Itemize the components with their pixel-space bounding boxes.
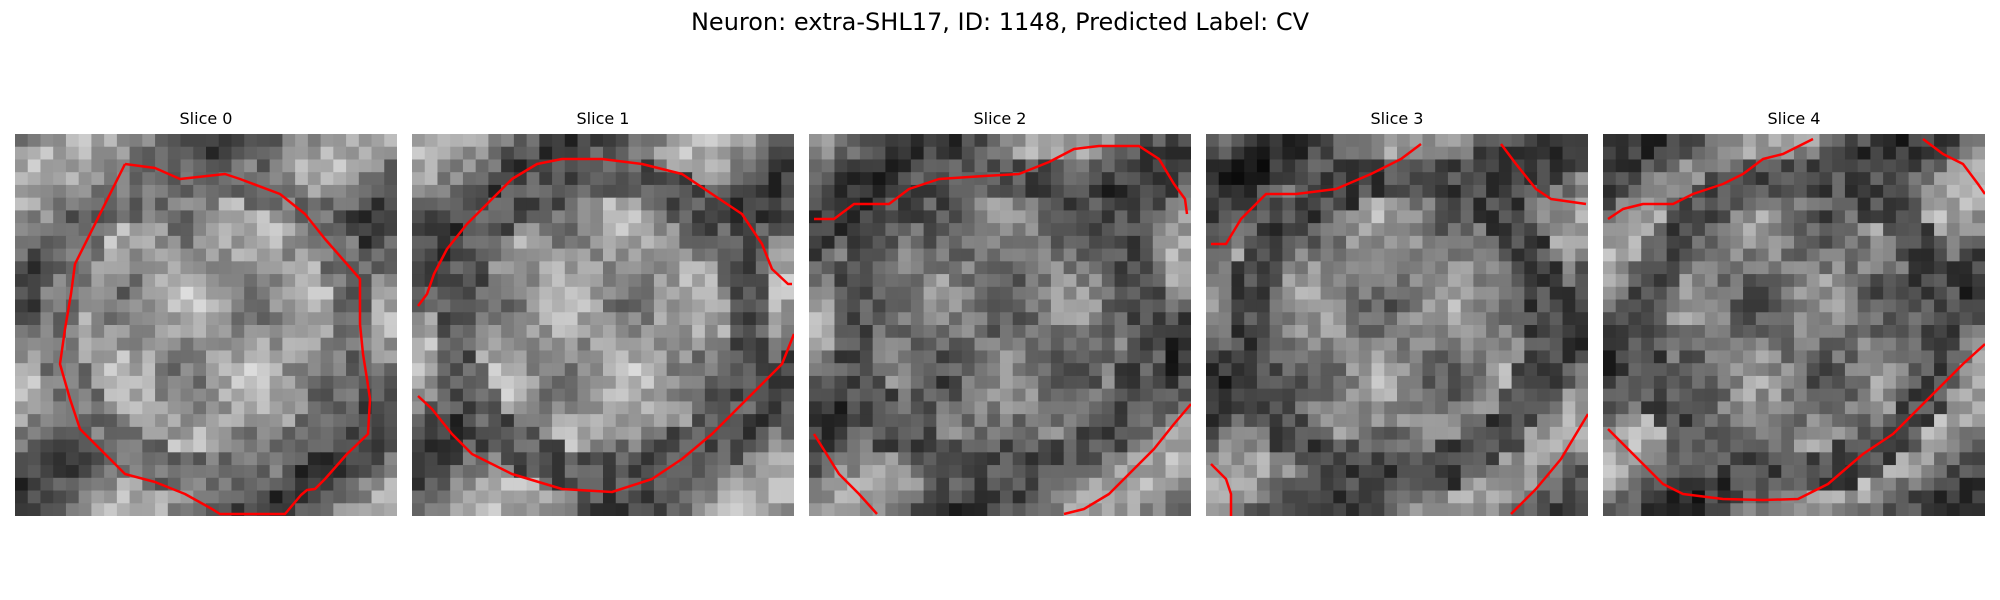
slice-title: Slice 1: [412, 109, 794, 129]
slice-title: Slice 3: [1206, 109, 1588, 129]
figure-title: Neuron: extra-SHL17, ID: 1148, Predicted…: [0, 8, 2000, 36]
slice-image: [1603, 134, 1985, 516]
slice-title: Slice 0: [15, 109, 397, 129]
slice-title: Slice 4: [1603, 109, 1985, 129]
slice-panel-4: Slice 4: [1603, 109, 1985, 129]
slice-image: [809, 134, 1191, 516]
slice-panel-3: Slice 3: [1206, 109, 1588, 129]
slice-image: [1206, 134, 1588, 516]
slice-panel-2: Slice 2: [809, 109, 1191, 129]
slice-title: Slice 2: [809, 109, 1191, 129]
slice-panel-1: Slice 1: [412, 109, 794, 129]
slice-image: [15, 134, 397, 516]
slice-image: [412, 134, 794, 516]
slice-panel-0: Slice 0: [15, 109, 397, 129]
